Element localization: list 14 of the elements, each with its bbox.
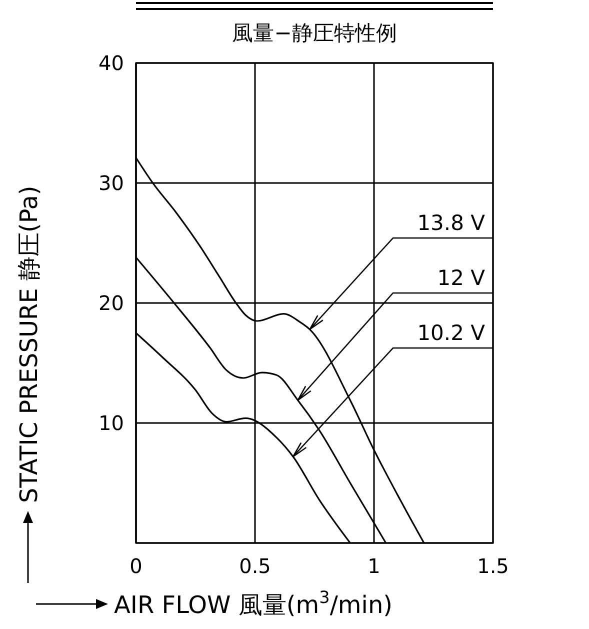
- text: 10.2 V: [417, 321, 486, 345]
- text: 12 V: [437, 266, 486, 290]
- y-axis-title: STATIC PRESSURE 静圧(Pa): [15, 186, 43, 503]
- chart-title: 風量−静圧特性例: [232, 21, 397, 45]
- x-tick-label: 1: [368, 554, 380, 578]
- text: 13.8 V: [417, 211, 486, 235]
- y-tick-label: 10: [98, 411, 124, 436]
- x-axis-title: AIR FLOW 風量(m$^{3}$/min): [114, 587, 393, 619]
- y-tick-label: 40: [98, 51, 124, 76]
- x-tick-label: 0: [130, 554, 142, 578]
- x-tick-label: 1.5: [477, 554, 509, 578]
- y-tick-label: 20: [98, 291, 124, 316]
- x-tick-label: 0.5: [239, 554, 271, 578]
- y-tick-label: 30: [98, 171, 124, 196]
